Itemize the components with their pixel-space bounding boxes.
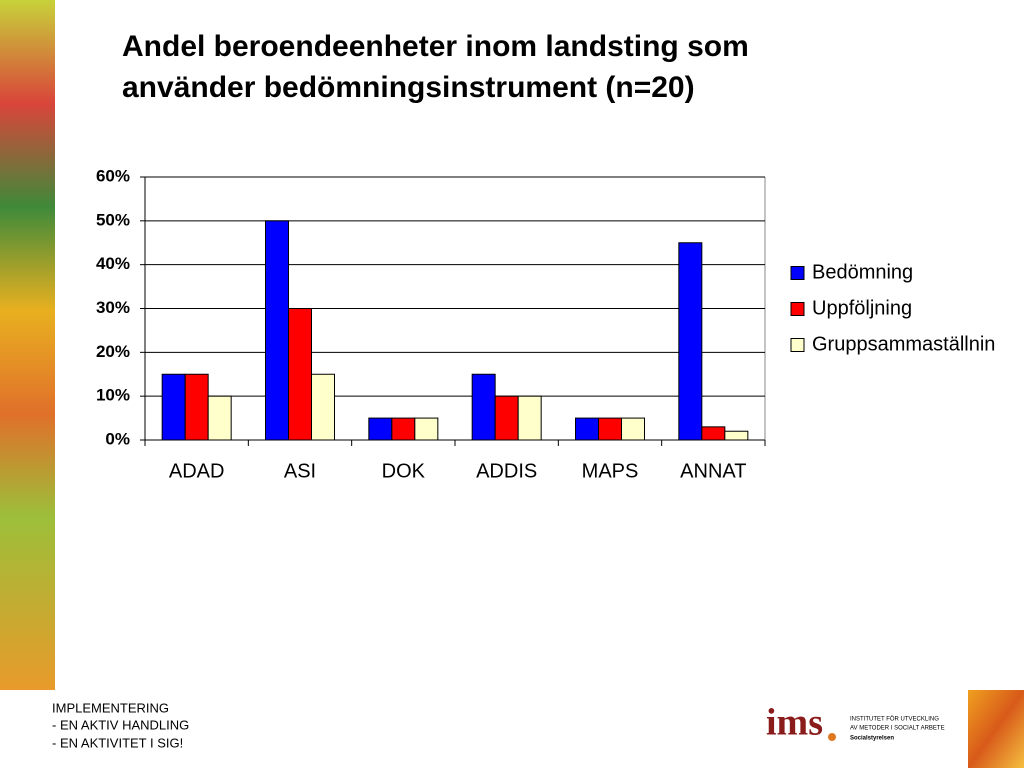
logo-text: Socialstyrelsen xyxy=(850,736,894,742)
bar xyxy=(517,395,542,441)
y-tick-label: 10% xyxy=(96,386,130,405)
bar xyxy=(161,373,186,441)
bar xyxy=(368,417,393,441)
logo-text: AV METODER I SOCIALT ARBETE xyxy=(850,726,945,732)
y-tick-label: 50% xyxy=(96,210,130,229)
bar xyxy=(598,417,622,441)
x-tick-label: ANNAT xyxy=(680,460,746,482)
logo-text: INSTITUTET FÖR UTVECKLING xyxy=(850,716,939,723)
bar xyxy=(724,430,749,441)
legend-swatch xyxy=(790,302,805,316)
y-tick-label: 20% xyxy=(96,342,130,361)
chart-title: Andel beroendeenheter inom landsting som… xyxy=(122,30,749,104)
bar xyxy=(184,373,209,441)
bar xyxy=(678,242,703,441)
decor-strip xyxy=(0,0,55,690)
legend-swatch xyxy=(790,338,805,352)
bar xyxy=(621,417,645,441)
bar xyxy=(414,417,439,441)
bar xyxy=(701,426,726,441)
y-tick-label: 40% xyxy=(96,254,130,273)
x-tick-label: MAPS xyxy=(582,460,639,482)
bar xyxy=(207,395,232,441)
bar xyxy=(265,220,289,441)
footer-line: - EN AKTIVITET I SIG! xyxy=(52,735,183,750)
decor-corner xyxy=(968,690,1024,768)
y-tick-label: 30% xyxy=(96,298,130,317)
legend-label: Uppföljning xyxy=(812,297,912,319)
bar xyxy=(288,308,312,441)
bar xyxy=(575,417,599,441)
footer-line: IMPLEMENTERING xyxy=(52,700,169,715)
logo-mark: ims xyxy=(766,702,823,744)
y-tick-label: 60% xyxy=(96,166,130,185)
logo-dot xyxy=(828,733,836,741)
x-tick-label: ADAD xyxy=(169,460,225,482)
y-tick-label: 0% xyxy=(105,429,130,448)
x-tick-label: ADDIS xyxy=(476,460,537,482)
bar xyxy=(494,395,519,441)
legend-swatch xyxy=(790,266,805,280)
footer-line: - EN AKTIV HANDLING xyxy=(52,717,189,732)
legend-label: Bedömning xyxy=(812,261,913,283)
bar xyxy=(391,417,416,441)
x-tick-label: ASI xyxy=(284,460,316,482)
legend-label: Gruppsammaställnin xyxy=(812,333,995,355)
x-tick-label: DOK xyxy=(382,460,426,482)
bar xyxy=(311,373,335,441)
bar xyxy=(471,373,496,441)
